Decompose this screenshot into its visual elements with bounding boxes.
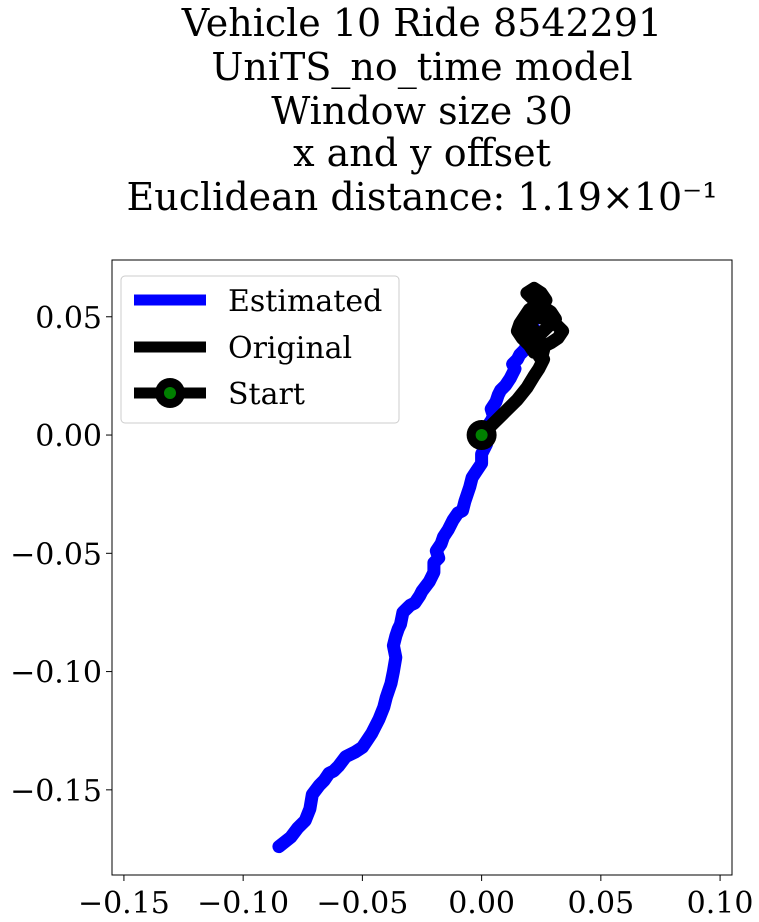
chart-title: Vehicle 10 Ride 8542291 UniTS_no_time mo… <box>127 1 718 219</box>
title-line-2: UniTS_no_time model <box>211 45 632 90</box>
x-tick-label: −0.05 <box>316 886 408 921</box>
x-tick-label: −0.10 <box>197 886 289 921</box>
y-tick-label: 0.05 <box>35 301 102 336</box>
series-line-estimated <box>272 322 541 854</box>
y-tick-label: −0.05 <box>10 537 102 572</box>
legend-label-original: Original <box>228 331 352 366</box>
series-layer <box>272 281 570 854</box>
x-tick-label: −0.15 <box>78 886 170 921</box>
title-line-1: Vehicle 10 Ride 8542291 <box>181 1 662 45</box>
legend-swatch-start-dot <box>164 387 176 399</box>
axis-ticks: −0.15 −0.10 −0.05 0.00 0.05 0.10 0.05 0.00 −0.05… <box>10 301 753 921</box>
title-line-4: x and y offset <box>293 131 551 175</box>
legend: Estimated Original Start <box>120 275 400 424</box>
y-tick-label: 0.00 <box>35 419 102 454</box>
legend-box <box>120 275 400 424</box>
y-tick-label: −0.15 <box>10 774 102 809</box>
y-tick-label: −0.10 <box>10 656 102 691</box>
series-line-original <box>475 281 570 442</box>
x-tick-label: 0.05 <box>567 886 634 921</box>
title-line-5: Euclidean distance: 1.19×10⁻¹ <box>127 175 718 219</box>
title-line-3: Window size 30 <box>271 89 572 133</box>
x-tick-label: 0.10 <box>687 886 754 921</box>
x-tick-label: 0.00 <box>448 886 515 921</box>
start-marker-center <box>475 429 488 442</box>
legend-label-start: Start <box>228 377 305 412</box>
legend-label-estimated: Estimated <box>228 284 382 319</box>
